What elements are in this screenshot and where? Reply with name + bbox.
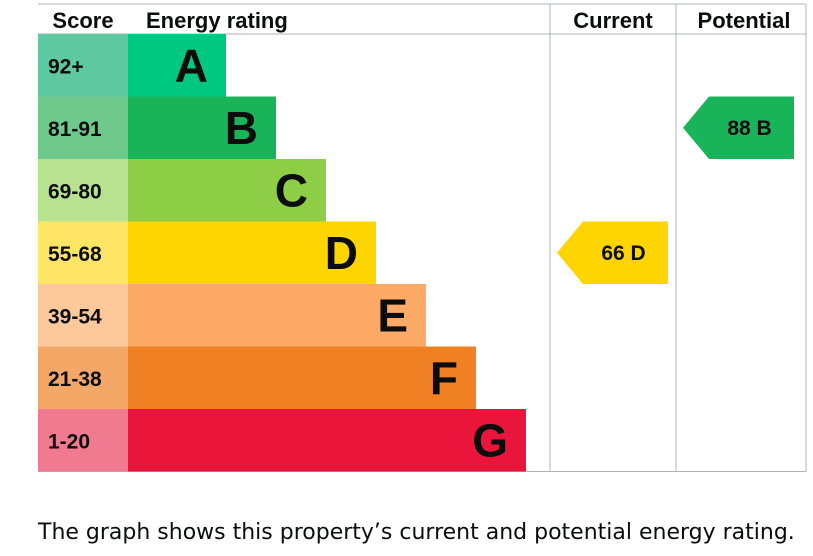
score-header: Score — [52, 8, 113, 33]
band-letter-f: F — [430, 352, 458, 404]
band-letter-c: C — [275, 164, 308, 216]
current-rating-arrow — [557, 221, 668, 284]
score-cell-f — [38, 346, 128, 409]
score-label-f: 21-38 — [48, 368, 102, 391]
band-letter-e: E — [377, 289, 408, 341]
band-bar-f — [128, 346, 476, 409]
energy-rating-header: Energy rating — [146, 8, 288, 33]
band-bar-d — [128, 221, 376, 284]
epc-chart: Score Energy rating Current Potential 92… — [38, 3, 807, 472]
band-letter-b: B — [225, 102, 258, 154]
score-label-g: 1-20 — [48, 430, 90, 453]
potential-rating-arrow — [683, 96, 794, 159]
score-cell-a — [38, 34, 128, 97]
score-label-e: 39-54 — [48, 305, 102, 328]
band-letter-a: A — [175, 39, 208, 91]
band-bar-e — [128, 284, 426, 347]
band-letter-d: D — [325, 227, 358, 279]
potential-rating-label: 88 B — [727, 117, 771, 140]
score-label-b: 81-91 — [48, 118, 102, 141]
chart-caption: The graph shows this property’s current … — [38, 520, 795, 545]
score-cell-e — [38, 284, 128, 347]
score-cell-b — [38, 96, 128, 159]
current-header: Current — [573, 8, 653, 33]
score-cell-g — [38, 409, 128, 472]
rating-bands: 92+ A 81-91 B 69-80 C 55-68 D 39-54 E 21-38 F 1-20 G — [38, 34, 526, 472]
chart-headers: Score Energy rating Current Potential — [52, 8, 790, 33]
score-label-c: 69-80 — [48, 180, 102, 203]
band-bar-a — [128, 34, 226, 97]
band-letter-g: G — [472, 414, 508, 466]
band-bar-b — [128, 96, 276, 159]
band-bar-g — [128, 409, 526, 472]
band-bar-c — [128, 159, 326, 222]
current-rating-label: 66 D — [601, 242, 645, 265]
score-cell-d — [38, 221, 128, 284]
score-cell-c — [38, 159, 128, 222]
score-label-a: 92+ — [48, 55, 84, 78]
rating-arrows: 66 D 88 B — [557, 96, 794, 284]
potential-header: Potential — [698, 8, 791, 33]
score-label-d: 55-68 — [48, 243, 102, 266]
